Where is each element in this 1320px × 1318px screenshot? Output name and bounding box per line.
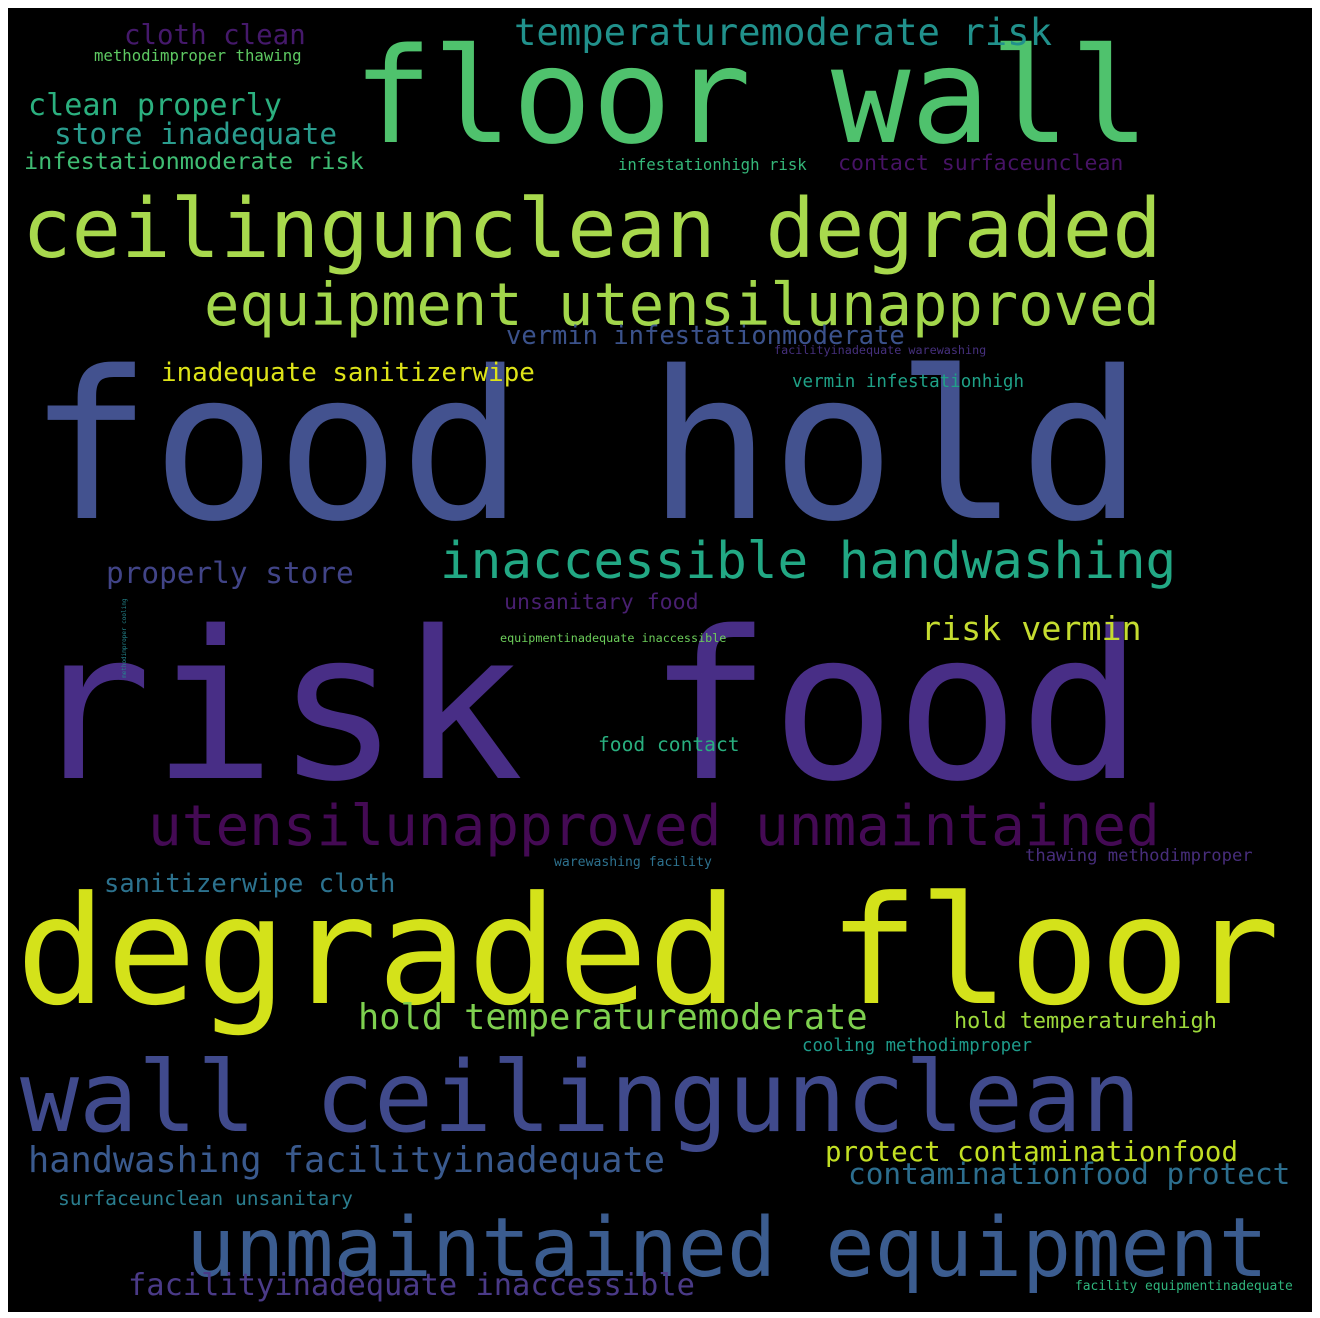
word-infestationmoderate-risk: infestationmoderate risk	[24, 147, 364, 176]
word-protect-contaminationfood: protect contaminationfood	[825, 1137, 1238, 1169]
word-inadequate-sanitizerwipe: inadequate sanitizerwipe	[161, 358, 535, 389]
word-store-inadequate: store inadequate	[54, 117, 338, 152]
word-facilityinadequate-inaccessible: facilityinadequate inaccessible	[128, 1267, 695, 1303]
word-equipmentinadequate-inaccessible: equipmentinadequate inaccessible	[500, 631, 727, 646]
word-vermin-infestationhigh: vermin infestationhigh	[792, 372, 1024, 393]
word-vermin-infestationmoderate: vermin infestationmoderate	[506, 321, 905, 352]
word-properly-store: properly store	[106, 556, 354, 591]
word-wall-ceilingunclean: wall ceilingunclean	[20, 1041, 1142, 1155]
word-food-contact: food contact	[598, 733, 740, 757]
word-thawing-methodimproper: thawing methodimproper	[1025, 846, 1253, 867]
word-clean-properly: clean properly	[28, 87, 282, 123]
word-facilityinadequate-warewashing: facilityinadequate warewashing	[774, 343, 987, 358]
word-unsanitary-food: unsanitary food	[504, 590, 699, 616]
word-inaccessible-handwashing: inaccessible handwashing	[440, 531, 1177, 591]
word-cooling-methodimproper: cooling methodimproper	[802, 1036, 1032, 1057]
word-contaminationfood-protect: contaminationfood protect	[848, 1157, 1291, 1192]
word-facility-equipmentinadequate: facility equipmentinadequate	[1075, 1278, 1293, 1294]
word-surfaceunclean-unsanitary: surfaceunclean unsanitary	[58, 1187, 353, 1211]
word-risk-vermin: risk vermin	[921, 609, 1142, 649]
word-warewashing-facility: warewashing facility	[554, 855, 712, 871]
word-hold-temperaturemoderate: hold temperaturemoderate	[358, 997, 868, 1039]
word-temperaturemoderate-risk: temperaturemoderate risk	[514, 10, 1053, 55]
word-food-hold: food hold	[28, 327, 1144, 568]
word-cloud: floor wall ceilingunclean degraded equip…	[8, 8, 1312, 1312]
word-ceilingunclean-degraded: ceilingunclean degraded	[22, 181, 1162, 277]
word-infestationhigh-risk: infestationhigh risk	[618, 155, 807, 175]
word-hold-temperaturehigh: hold temperaturehigh	[954, 1009, 1217, 1035]
word-methodimproper-cooling: methodimproper cooling	[121, 598, 128, 678]
word-risk-food: risk food	[28, 587, 1144, 828]
word-contact-surfaceunclean: contact surfaceunclean	[838, 151, 1124, 177]
word-floor-wall: floor wall	[353, 20, 1150, 175]
word-handwashing-facilityinadequate: handwashing facilityinadequate	[28, 1140, 665, 1182]
word-utensilunapproved-unmaintained: utensilunapproved unmaintained	[148, 793, 1160, 859]
word-methodimproper-thawing: methodimproper thawing	[94, 46, 302, 66]
word-equipment-utensilunapproved: equipment utensilunapproved	[204, 269, 1160, 339]
word-cloth-clean: cloth clean	[124, 20, 306, 52]
word-degraded-floor: degraded floor	[16, 865, 1280, 1040]
word-sanitizerwipe-cloth: sanitizerwipe cloth	[104, 869, 396, 900]
word-unmaintained-equipment: unmaintained equipment	[186, 1201, 1268, 1297]
